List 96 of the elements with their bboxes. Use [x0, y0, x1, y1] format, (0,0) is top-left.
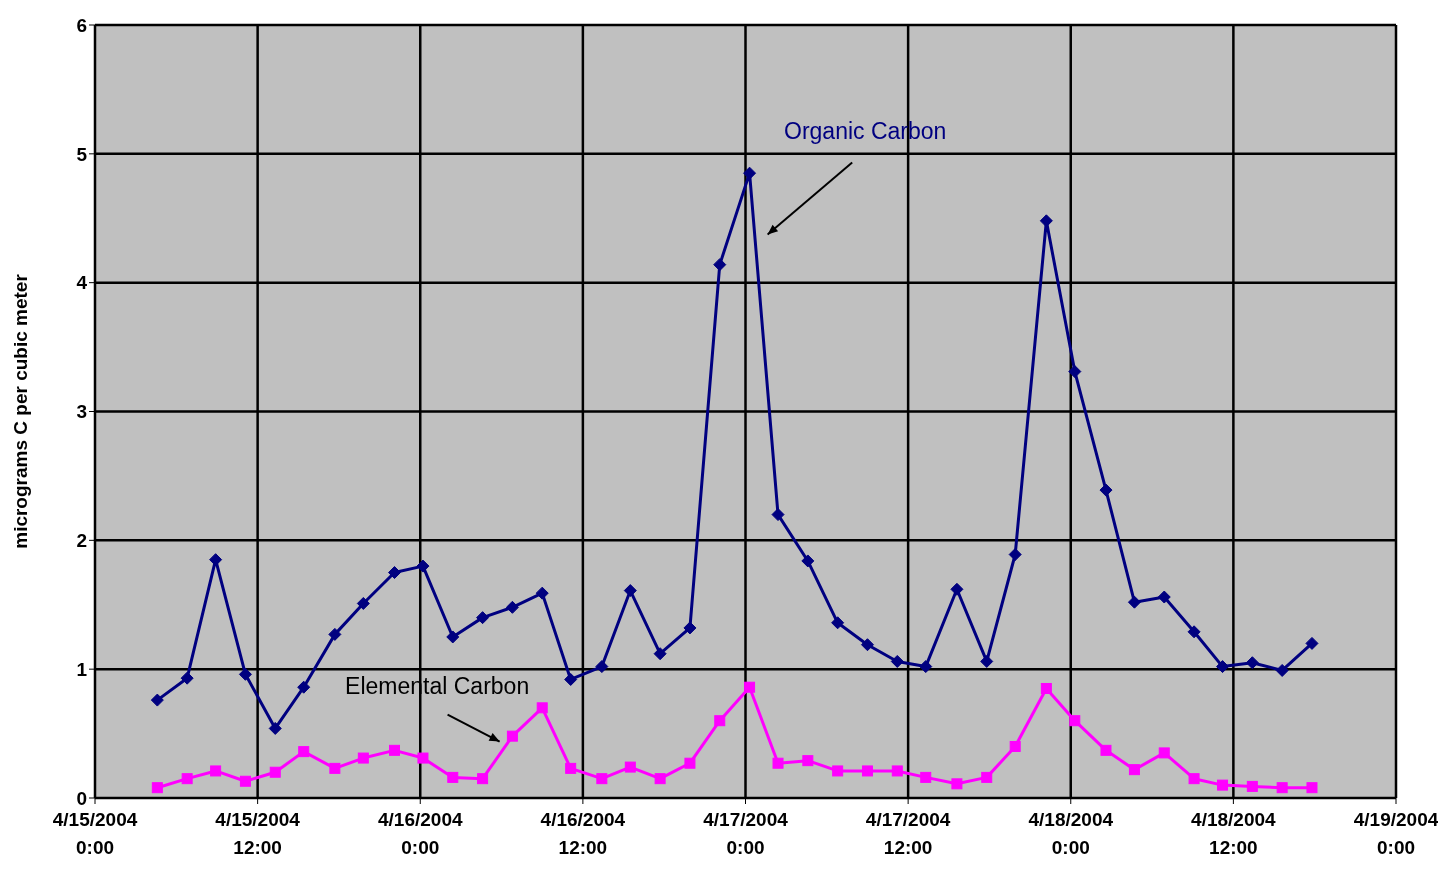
point [476, 611, 490, 625]
point [238, 667, 252, 681]
x-tick-label: 4/17/2004 12:00 [865, 809, 951, 858]
point [981, 771, 993, 783]
point [744, 681, 756, 693]
point [1128, 764, 1140, 776]
point [771, 508, 785, 522]
point [832, 765, 844, 777]
point [1305, 636, 1319, 650]
point [743, 166, 757, 180]
point [357, 752, 369, 764]
y-tick-label: 5 [76, 143, 88, 165]
x-tick-label: 4/19/2004 0:00 [1353, 809, 1439, 858]
point [653, 647, 667, 661]
x-tick-label: 4/16/2004 12:00 [540, 809, 626, 858]
point [329, 762, 341, 774]
point [565, 762, 577, 774]
point [980, 654, 994, 668]
point [623, 584, 637, 598]
point [951, 778, 963, 790]
x-tick-label: 4/18/2004 0:00 [1028, 809, 1114, 858]
point [1306, 782, 1318, 794]
point [713, 258, 727, 272]
y-tick-label: 0 [76, 787, 87, 809]
point [1187, 625, 1201, 639]
y-axis-title: micrograms C per cubic meter [9, 273, 31, 549]
point [388, 566, 401, 580]
y-tick-label: 6 [76, 14, 87, 36]
point [389, 744, 400, 756]
point [477, 773, 489, 785]
point [1099, 483, 1113, 497]
x-tick-label: 4/18/2004 12:00 [1191, 809, 1277, 858]
point [595, 660, 609, 674]
point [1157, 590, 1171, 604]
y-tick-label: 2 [76, 530, 87, 552]
point [416, 559, 430, 573]
point [536, 702, 548, 714]
point [654, 773, 666, 785]
point [505, 600, 519, 614]
x-tick-label: 4/16/2004 0:00 [377, 809, 463, 858]
point [772, 757, 784, 769]
point [891, 765, 903, 777]
point [683, 621, 697, 635]
point [802, 755, 814, 767]
point [210, 765, 222, 777]
point [1246, 780, 1258, 792]
point [1039, 214, 1053, 228]
point [150, 693, 164, 707]
x-tick-label: 4/17/2004 0:00 [703, 809, 789, 858]
point [535, 586, 549, 600]
point [920, 771, 932, 783]
x-tick-label: 4/15/2004 12:00 [215, 809, 301, 858]
point [1275, 663, 1289, 677]
point [1100, 744, 1112, 756]
point [596, 773, 608, 785]
point [328, 627, 342, 641]
point [1069, 715, 1081, 727]
point [1009, 740, 1021, 752]
point [1040, 682, 1052, 694]
point [298, 746, 310, 758]
point [1188, 773, 1200, 785]
point [180, 671, 194, 685]
point [417, 752, 429, 764]
point [831, 616, 845, 630]
point [1068, 365, 1082, 379]
y-tick-label: 1 [76, 658, 88, 680]
point [919, 660, 933, 674]
point [356, 596, 370, 610]
y-tick-label: 4 [76, 272, 88, 294]
point [801, 554, 815, 568]
point [151, 782, 163, 794]
x-tick-label: 4/15/2004 0:00 [52, 809, 138, 858]
point [239, 775, 251, 787]
point [446, 630, 460, 644]
point [269, 766, 281, 778]
point [506, 730, 518, 742]
point [860, 638, 874, 652]
point [890, 654, 904, 668]
point [1158, 747, 1170, 759]
point [950, 582, 964, 596]
point [1127, 595, 1141, 609]
point [861, 765, 873, 777]
point [714, 715, 726, 727]
point [1217, 779, 1229, 791]
point [624, 761, 636, 773]
point [268, 721, 282, 735]
point [1008, 548, 1022, 562]
point [447, 771, 459, 783]
y-tick-label: 3 [76, 401, 87, 423]
point [1245, 656, 1259, 670]
point [684, 757, 696, 769]
point [297, 680, 311, 694]
point [564, 672, 578, 686]
point [1276, 782, 1288, 794]
point [181, 773, 193, 785]
point [1216, 660, 1230, 674]
